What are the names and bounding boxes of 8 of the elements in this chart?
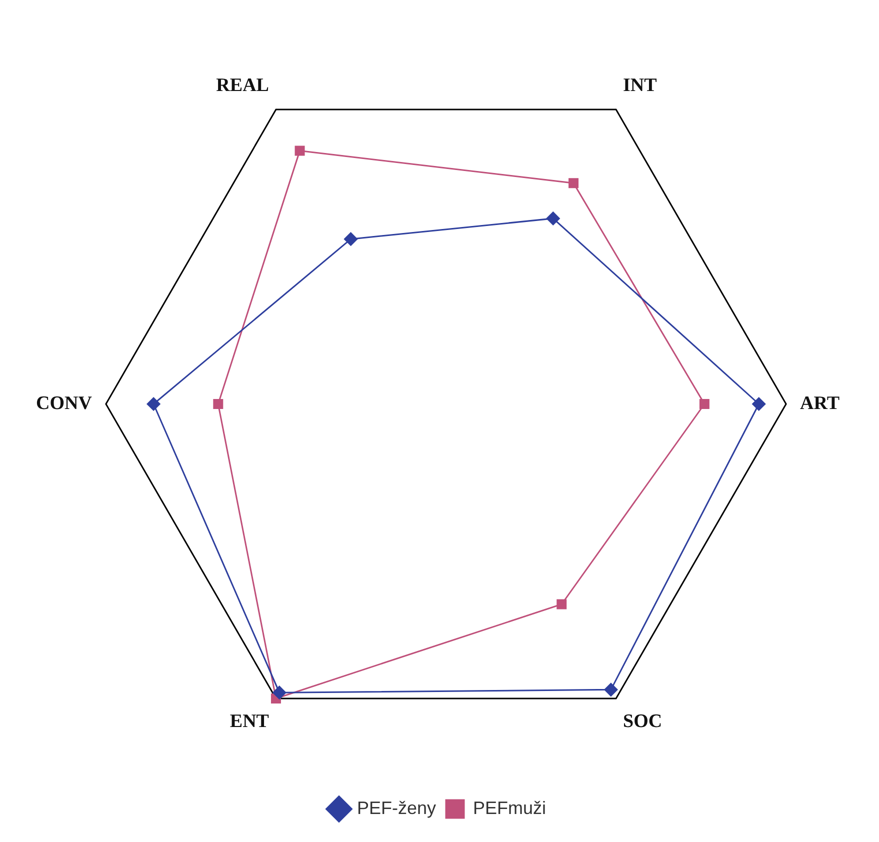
spoke-label: REAL <box>216 74 269 96</box>
spoke-label: ART <box>800 392 840 414</box>
legend-label: PEF-ženy <box>356 798 436 818</box>
spoke-label: INT <box>623 74 658 96</box>
spoke-label: ENT <box>230 710 270 732</box>
spoke-label: CONV <box>36 392 92 414</box>
spoke-label: SOC <box>623 710 662 732</box>
legend-label: PEFmuži <box>473 798 546 818</box>
